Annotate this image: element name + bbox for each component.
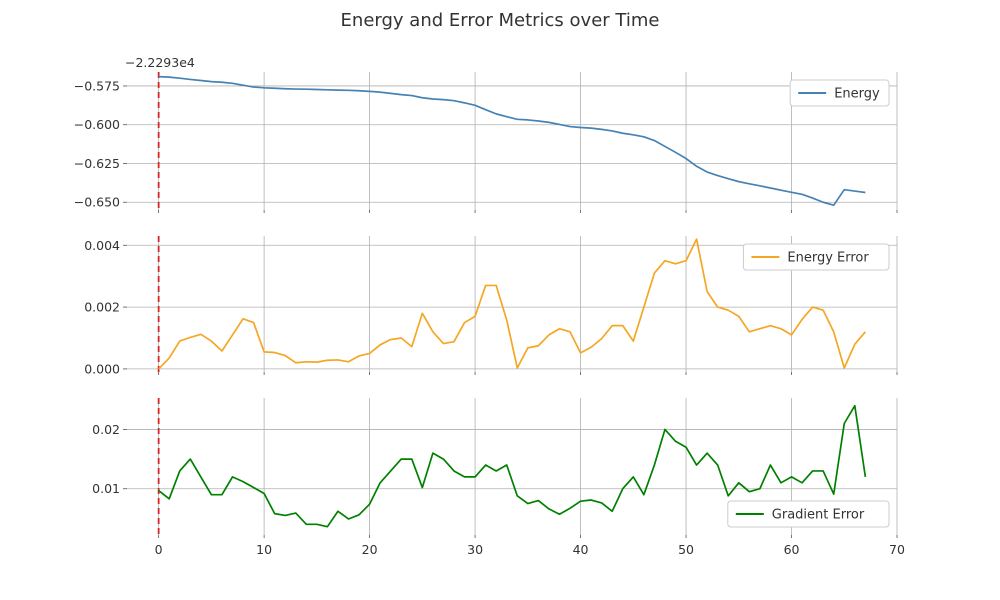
energy-ytick-label-0: −0.575 xyxy=(74,78,120,93)
x-axis: 0 10 20 30 40 50 60 70 xyxy=(155,542,905,557)
energy-error-legend-box xyxy=(742,243,890,271)
x-tick-label-7: 70 xyxy=(889,542,905,557)
energy-error-ytick-label-1: 0.002 xyxy=(84,300,120,315)
x-tick-label-0: 0 xyxy=(155,542,163,557)
energy-ytick-label-1: −0.600 xyxy=(74,117,120,132)
gradient-error-legend-box xyxy=(727,500,890,528)
chart-title: Energy and Error Metrics over Time xyxy=(341,10,660,31)
energy-legend: Energy xyxy=(789,79,890,107)
energy-error-ytick-label-0: 0.000 xyxy=(84,361,120,376)
energy-ytick-label-3: −0.650 xyxy=(74,195,120,210)
x-tick-label-3: 30 xyxy=(467,542,483,557)
gradient-error-legend: Gradient Error xyxy=(727,500,890,528)
energy-grid xyxy=(123,72,898,213)
energy-error-legend-label: Energy Error xyxy=(787,251,869,266)
gradient-error-ytick-label-0: 0.01 xyxy=(92,481,120,496)
energy-ytick-label-2: −0.625 xyxy=(74,156,120,171)
energy-error-ytick-label-2: 0.004 xyxy=(84,238,120,253)
x-tick-label-4: 40 xyxy=(573,542,589,557)
energy-legend-box xyxy=(789,79,890,107)
energy-legend-label: Energy xyxy=(834,87,880,102)
energy-error-panel: 0.000 0.002 0.004 Energy Error xyxy=(84,236,898,376)
gradient-error-panel: 0.01 0.02 Gradient Error xyxy=(92,398,898,538)
energy-offset-label: −2.2293e4 xyxy=(125,55,195,70)
gradient-error-series-line xyxy=(158,404,867,528)
x-tick-label-5: 50 xyxy=(678,542,694,557)
x-tick-label-6: 60 xyxy=(784,542,800,557)
gradient-error-legend-label: Gradient Error xyxy=(772,508,865,523)
energy-error-legend: Energy Error xyxy=(742,243,890,271)
energy-series-line xyxy=(158,75,866,207)
x-tick-label-2: 20 xyxy=(362,542,378,557)
energy-panel: −2.2293e4 −0.575 −0.600 −0.625 −0.650 Energy xyxy=(74,55,898,213)
energy-error-series-line xyxy=(158,238,867,370)
x-tick-label-1: 10 xyxy=(256,542,272,557)
gradient-error-ytick-label-1: 0.02 xyxy=(92,422,120,437)
